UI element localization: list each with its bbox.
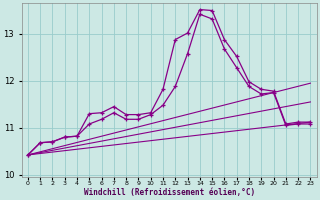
- X-axis label: Windchill (Refroidissement éolien,°C): Windchill (Refroidissement éolien,°C): [84, 188, 255, 197]
